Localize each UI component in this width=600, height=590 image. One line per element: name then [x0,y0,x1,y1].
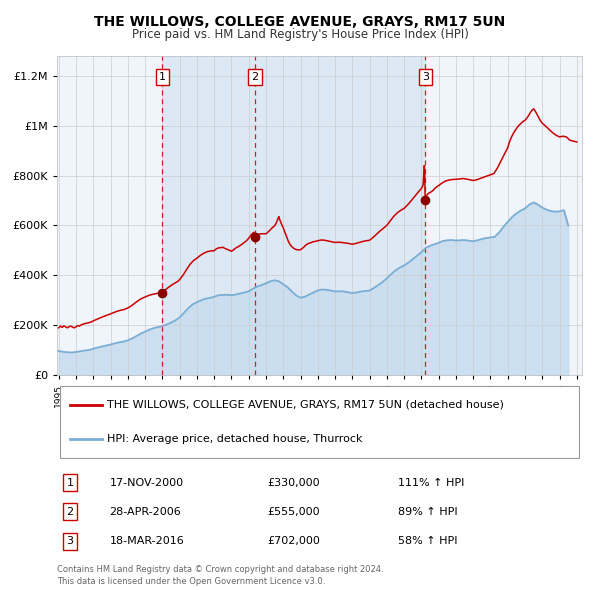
Text: 2: 2 [67,507,74,517]
Text: 2: 2 [251,72,259,82]
Text: THE WILLOWS, COLLEGE AVENUE, GRAYS, RM17 5UN: THE WILLOWS, COLLEGE AVENUE, GRAYS, RM17… [94,15,506,29]
FancyBboxPatch shape [59,386,580,458]
Text: 28-APR-2006: 28-APR-2006 [110,507,181,517]
Text: THE WILLOWS, COLLEGE AVENUE, GRAYS, RM17 5UN (detached house): THE WILLOWS, COLLEGE AVENUE, GRAYS, RM17… [107,400,504,410]
Text: 18-MAR-2016: 18-MAR-2016 [110,536,184,546]
Text: Price paid vs. HM Land Registry's House Price Index (HPI): Price paid vs. HM Land Registry's House … [131,28,469,41]
Text: 58% ↑ HPI: 58% ↑ HPI [398,536,458,546]
Bar [163,56,425,375]
Text: This data is licensed under the Open Government Licence v3.0.: This data is licensed under the Open Gov… [57,577,325,586]
Text: 1: 1 [159,72,166,82]
Text: 3: 3 [67,536,74,546]
Text: 111% ↑ HPI: 111% ↑ HPI [398,477,464,487]
Text: £555,000: £555,000 [267,507,320,517]
Text: £330,000: £330,000 [267,477,320,487]
Text: 3: 3 [422,72,428,82]
Text: 1: 1 [67,477,74,487]
Text: Contains HM Land Registry data © Crown copyright and database right 2024.: Contains HM Land Registry data © Crown c… [57,565,383,573]
Text: 89% ↑ HPI: 89% ↑ HPI [398,507,458,517]
Text: HPI: Average price, detached house, Thurrock: HPI: Average price, detached house, Thur… [107,434,362,444]
Text: £702,000: £702,000 [267,536,320,546]
Text: 17-NOV-2000: 17-NOV-2000 [110,477,184,487]
